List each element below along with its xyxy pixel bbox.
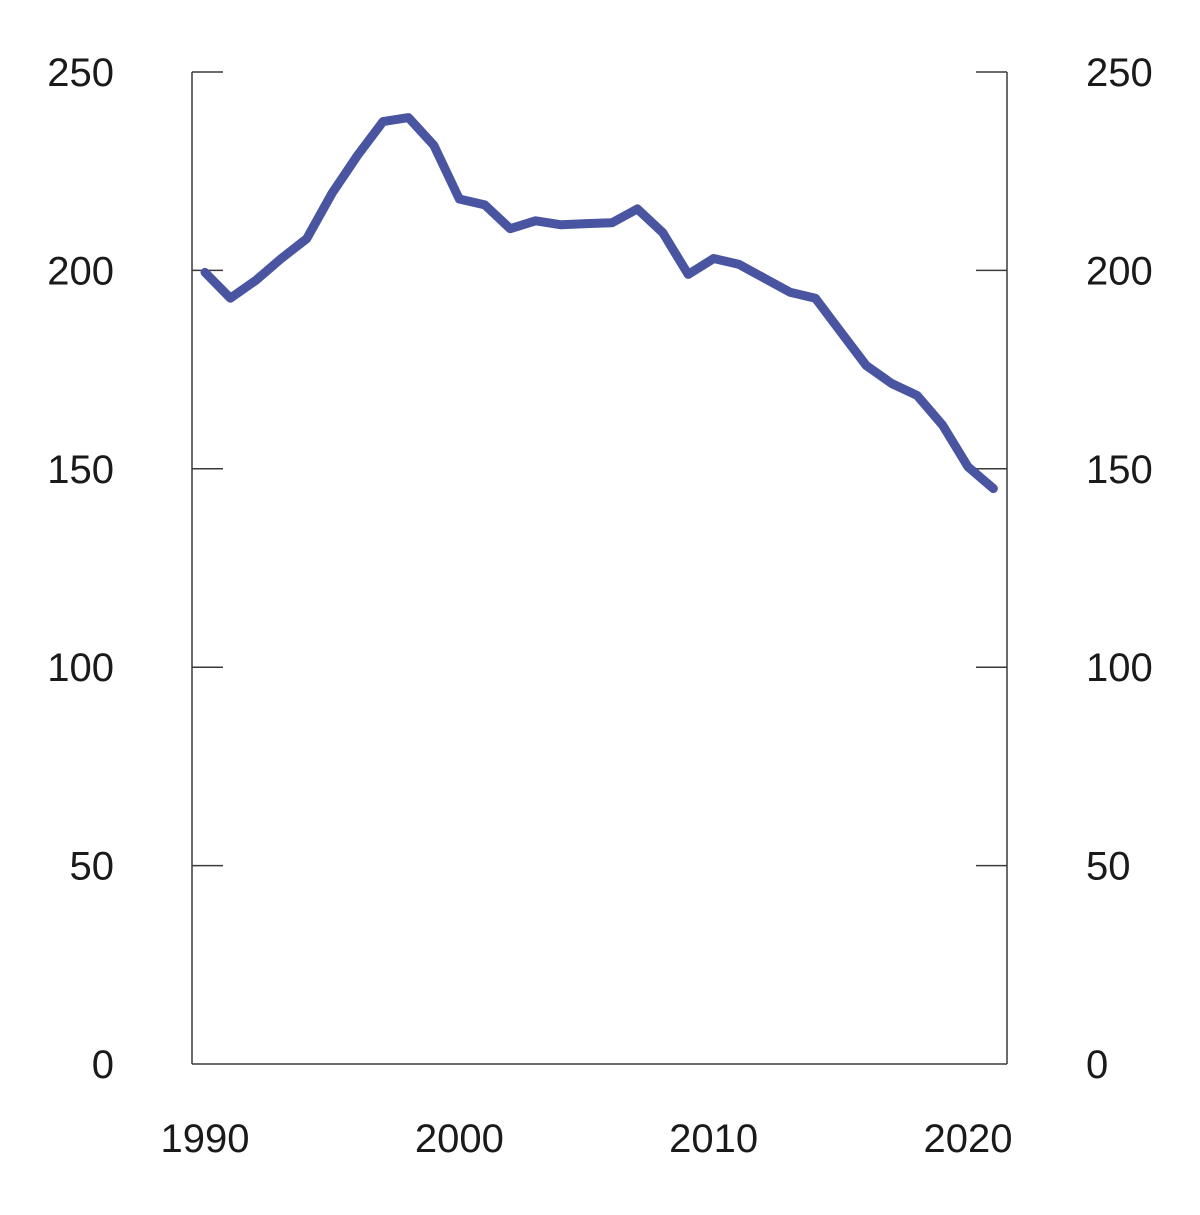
- series-layer: [200, 113, 998, 494]
- series-line-0: [200, 113, 998, 494]
- y-tick-label-left: 250: [47, 51, 114, 95]
- y-tick-label-right: 200: [1086, 249, 1153, 293]
- y-tick-label-right: 150: [1086, 448, 1153, 492]
- axes: [191, 71, 1008, 1065]
- y-tick-label-left: 100: [47, 646, 114, 690]
- y-tick-label-left: 150: [47, 448, 114, 492]
- y-tick-label-left: 0: [92, 1043, 114, 1087]
- x-tick-label: 1990: [161, 1117, 250, 1161]
- tick-labels: 0 0 50 50 100 100 150 150 200 200 250 250 1990 2000 20…: [47, 51, 1153, 1161]
- y-tick-label-right: 100: [1086, 646, 1153, 690]
- y-tick-label-right: 0: [1086, 1043, 1108, 1087]
- y-tick-label-right: 250: [1086, 51, 1153, 95]
- x-tick-label: 2000: [415, 1117, 504, 1161]
- x-tick-label: 2020: [924, 1117, 1013, 1161]
- x-tick-label: 2010: [669, 1117, 758, 1161]
- y-tick-label-right: 50: [1086, 845, 1131, 889]
- y-tick-label-left: 50: [70, 845, 115, 889]
- y-tick-label-left: 200: [47, 249, 114, 293]
